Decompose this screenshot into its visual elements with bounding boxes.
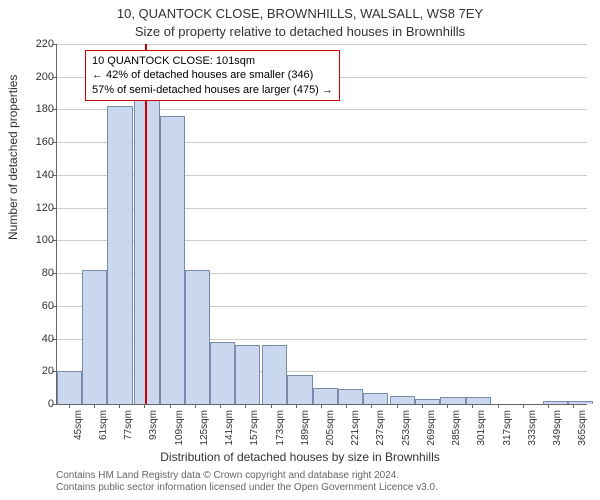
histogram-bar	[262, 345, 287, 404]
histogram-bar	[107, 106, 132, 404]
histogram-bar	[210, 342, 235, 404]
x-tick-mark	[472, 404, 473, 408]
histogram-bar	[57, 371, 82, 404]
y-tick-label: 60	[30, 300, 54, 312]
x-tick-label: 205sqm	[325, 410, 336, 454]
y-tick-label: 200	[30, 71, 54, 83]
histogram-bar	[287, 375, 312, 404]
x-tick-mark	[397, 404, 398, 408]
x-tick-mark	[498, 404, 499, 408]
x-tick-label: 93sqm	[148, 410, 159, 454]
y-tick-mark	[52, 44, 56, 45]
x-tick-mark	[296, 404, 297, 408]
y-tick-label: 120	[30, 202, 54, 214]
x-tick-label: 349sqm	[552, 410, 563, 454]
x-tick-mark	[271, 404, 272, 408]
x-tick-label: 365sqm	[577, 410, 588, 454]
attribution-line1: Contains HM Land Registry data © Crown c…	[56, 470, 438, 482]
x-tick-mark	[94, 404, 95, 408]
y-tick-mark	[52, 404, 56, 405]
x-tick-mark	[548, 404, 549, 408]
x-tick-label: 237sqm	[375, 410, 386, 454]
histogram-bar	[235, 345, 260, 404]
x-tick-label: 173sqm	[275, 410, 286, 454]
histogram-bar	[440, 397, 465, 404]
x-tick-mark	[422, 404, 423, 408]
y-tick-label: 20	[30, 365, 54, 377]
y-tick-mark	[52, 273, 56, 274]
x-tick-mark	[523, 404, 524, 408]
y-tick-mark	[52, 142, 56, 143]
y-tick-mark	[52, 208, 56, 209]
x-tick-label: 157sqm	[249, 410, 260, 454]
x-tick-label: 317sqm	[502, 410, 513, 454]
x-tick-mark	[195, 404, 196, 408]
histogram-bar	[390, 396, 415, 404]
x-tick-mark	[573, 404, 574, 408]
x-tick-mark	[220, 404, 221, 408]
attribution-line2: Contains public sector information licen…	[56, 482, 438, 494]
x-tick-label: 221sqm	[350, 410, 361, 454]
annotation-box: 10 QUANTOCK CLOSE: 101sqm ← 42% of detac…	[85, 50, 340, 101]
x-tick-mark	[69, 404, 70, 408]
x-tick-mark	[144, 404, 145, 408]
histogram-bar	[543, 401, 568, 404]
x-tick-label: 269sqm	[426, 410, 437, 454]
histogram-bar	[338, 389, 363, 404]
x-tick-label: 45sqm	[73, 410, 84, 454]
page-title-line1: 10, QUANTOCK CLOSE, BROWNHILLS, WALSALL,…	[0, 6, 600, 21]
x-tick-label: 253sqm	[401, 410, 412, 454]
page-title-line2: Size of property relative to detached ho…	[0, 24, 600, 39]
y-tick-mark	[52, 109, 56, 110]
x-tick-mark	[119, 404, 120, 408]
x-tick-label: 125sqm	[199, 410, 210, 454]
y-tick-mark	[52, 175, 56, 176]
y-tick-label: 40	[30, 333, 54, 345]
histogram-bar	[82, 270, 107, 404]
x-tick-label: 109sqm	[174, 410, 185, 454]
annotation-line1: 10 QUANTOCK CLOSE: 101sqm	[92, 54, 333, 68]
x-tick-label: 333sqm	[527, 410, 538, 454]
histogram-bar	[568, 401, 593, 404]
y-tick-label: 0	[30, 398, 54, 410]
x-tick-mark	[371, 404, 372, 408]
histogram-bar	[415, 399, 440, 404]
y-tick-label: 160	[30, 136, 54, 148]
histogram-bar	[363, 393, 388, 404]
annotation-line3: 57% of semi-detached houses are larger (…	[92, 83, 333, 97]
x-tick-mark	[170, 404, 171, 408]
y-tick-mark	[52, 306, 56, 307]
x-tick-mark	[447, 404, 448, 408]
histogram-bar	[185, 270, 210, 404]
y-tick-label: 140	[30, 169, 54, 181]
x-tick-label: 61sqm	[98, 410, 109, 454]
gridline	[57, 44, 587, 45]
x-tick-mark	[346, 404, 347, 408]
x-tick-label: 285sqm	[451, 410, 462, 454]
y-tick-mark	[52, 339, 56, 340]
x-tick-label: 189sqm	[300, 410, 311, 454]
y-tick-label: 180	[30, 103, 54, 115]
y-tick-mark	[52, 77, 56, 78]
histogram-bar	[466, 397, 491, 404]
x-tick-mark	[245, 404, 246, 408]
histogram-bar	[160, 116, 185, 404]
histogram-bar	[313, 388, 338, 404]
annotation-line2: ← 42% of detached houses are smaller (34…	[92, 68, 333, 82]
y-tick-mark	[52, 240, 56, 241]
y-tick-label: 80	[30, 267, 54, 279]
x-tick-label: 141sqm	[224, 410, 235, 454]
y-axis-label: Number of detached properties	[6, 75, 20, 240]
x-tick-label: 301sqm	[476, 410, 487, 454]
x-tick-label: 77sqm	[123, 410, 134, 454]
attribution: Contains HM Land Registry data © Crown c…	[56, 470, 438, 494]
y-tick-label: 100	[30, 234, 54, 246]
y-tick-mark	[52, 371, 56, 372]
y-tick-label: 220	[30, 38, 54, 50]
x-tick-mark	[321, 404, 322, 408]
